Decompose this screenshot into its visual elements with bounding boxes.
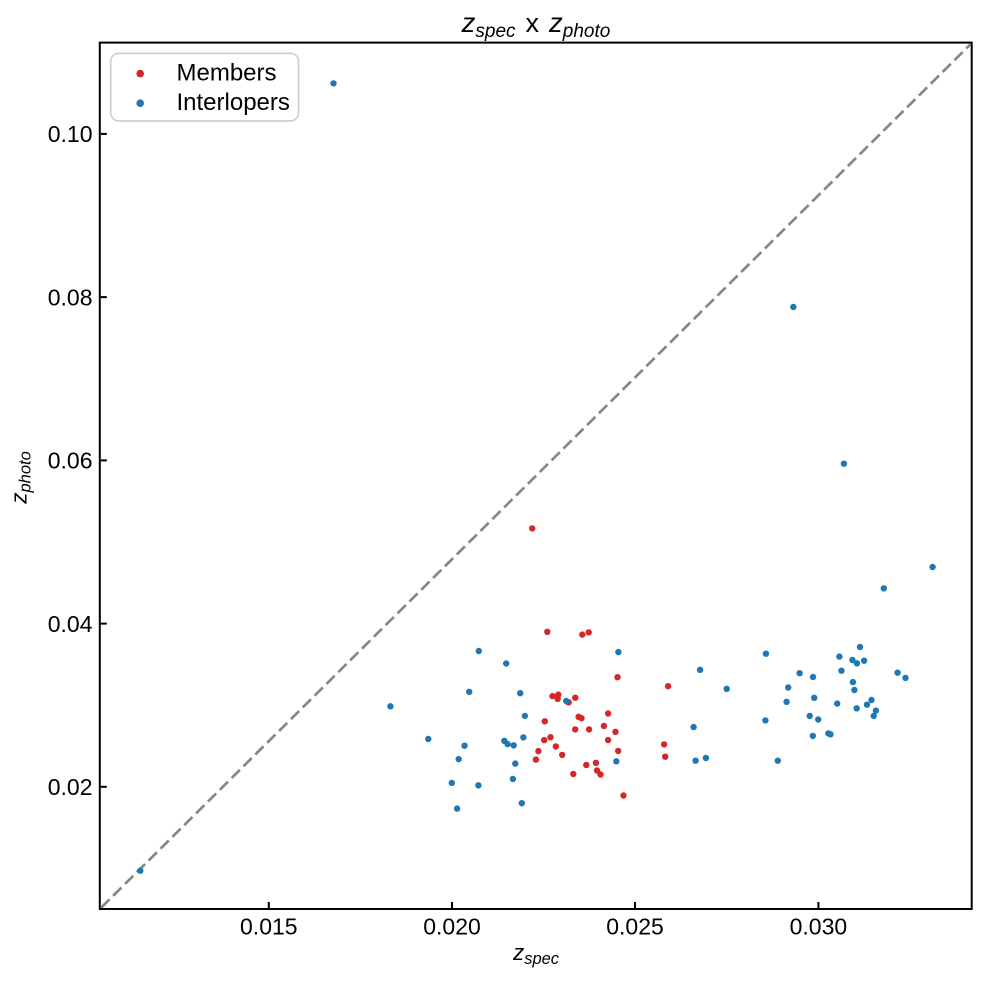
svg-text:0.10: 0.10 bbox=[48, 121, 93, 147]
svg-text:0.030: 0.030 bbox=[790, 914, 848, 940]
svg-text:Interlopers: Interlopers bbox=[177, 89, 290, 116]
svg-text:0.025: 0.025 bbox=[606, 914, 664, 940]
svg-text:0.04: 0.04 bbox=[48, 611, 93, 637]
svg-text:Members: Members bbox=[177, 59, 277, 86]
svg-text:0.015: 0.015 bbox=[240, 914, 298, 940]
svg-text:0.02: 0.02 bbox=[48, 774, 93, 800]
svg-text:0.08: 0.08 bbox=[48, 284, 93, 310]
svg-text:0.020: 0.020 bbox=[423, 914, 481, 940]
svg-text:0.06: 0.06 bbox=[48, 448, 93, 474]
